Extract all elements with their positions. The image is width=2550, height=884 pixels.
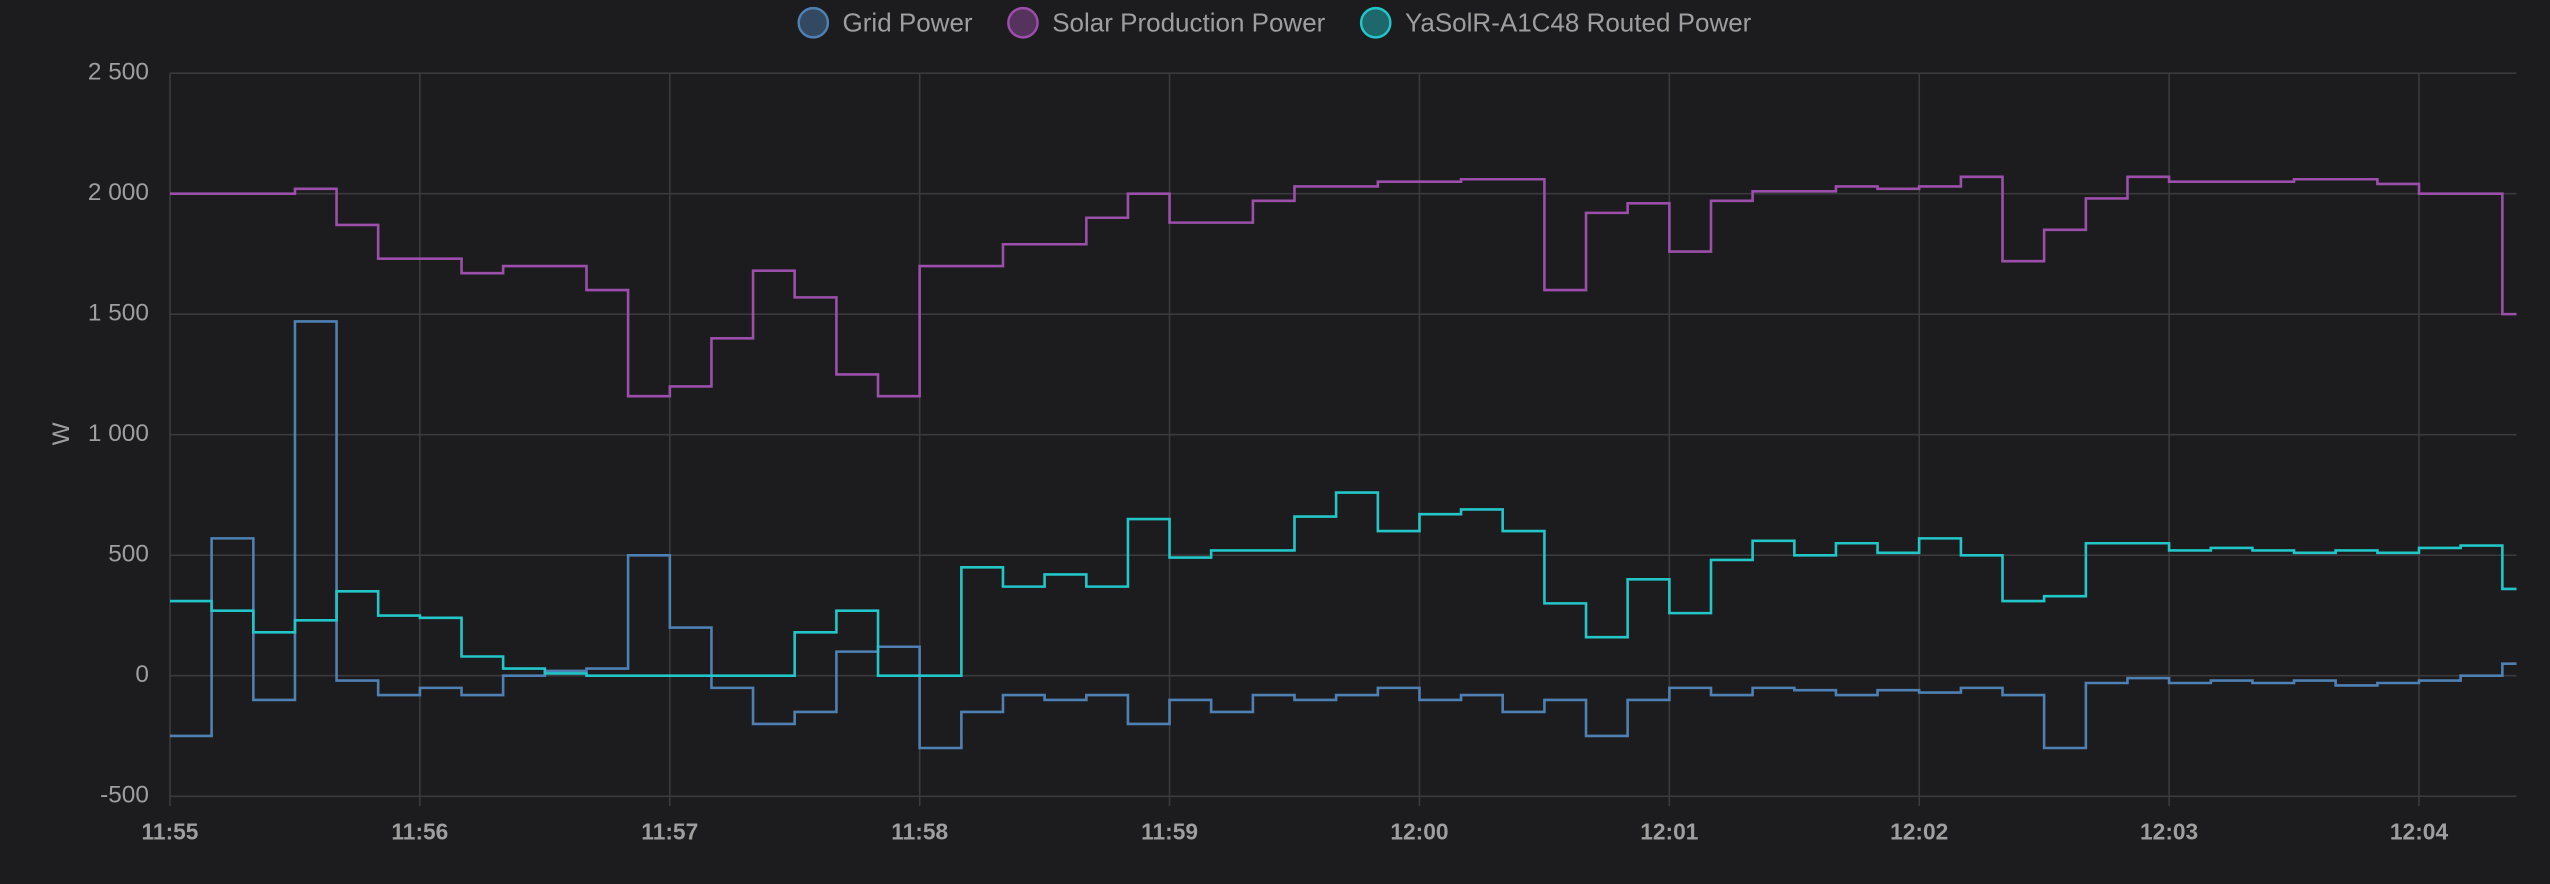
x-tick-label: 11:55 <box>142 819 199 845</box>
series-line <box>170 175 2517 398</box>
legend-label: YaSolR-A1C48 Routed Power <box>1405 7 1752 37</box>
legend-label: Solar Production Power <box>1052 7 1325 37</box>
x-tick-label: 12:04 <box>2390 819 2449 845</box>
x-tick-label: 12:00 <box>1390 819 1448 845</box>
legend-marker <box>1007 6 1039 39</box>
y-tick-label: 1 500 <box>88 300 149 327</box>
series-line <box>170 320 2517 750</box>
series-line <box>170 491 2517 677</box>
x-tick-label: 11:56 <box>391 819 448 845</box>
y-tick-label: 2 500 <box>88 59 149 86</box>
legend-item: Solar Production Power <box>1007 6 1326 39</box>
y-tick-label: 2 000 <box>88 179 149 206</box>
x-tick-label: 12:02 <box>1890 819 1948 845</box>
x-tick-label: 11:58 <box>891 819 948 845</box>
x-tick-label: 12:01 <box>1640 819 1699 845</box>
x-tick-label: 11:57 <box>641 819 698 845</box>
y-tick-label: 0 <box>135 661 149 688</box>
legend-label: Grid Power <box>843 7 973 37</box>
legend: Grid Power Solar Production Power YaSolR-A… <box>797 6 1752 39</box>
y-axis-label: W <box>48 422 75 445</box>
legend-marker <box>1359 6 1392 39</box>
legend-marker <box>797 6 830 39</box>
x-tick-label: 11:59 <box>1141 819 1198 845</box>
y-tick-label: -500 <box>100 782 149 809</box>
legend-item: YaSolR-A1C48 Routed Power <box>1359 6 1752 39</box>
x-tick-label: 12:03 <box>2140 819 2198 845</box>
y-tick-label: 500 <box>108 541 149 568</box>
legend-item: Grid Power <box>797 6 973 39</box>
y-tick-label: 1 000 <box>88 420 149 447</box>
